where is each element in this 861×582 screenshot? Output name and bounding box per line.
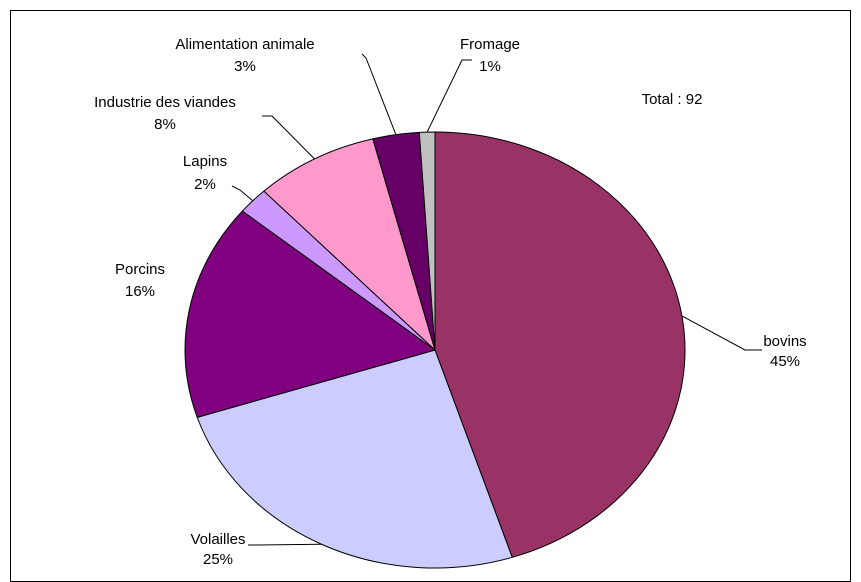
slice-label: Porcins	[115, 261, 165, 278]
slice-value-label: 2%	[194, 176, 216, 193]
leader-line	[361, 53, 397, 135]
slice-value-label: 16%	[125, 283, 155, 300]
slice-label: Volailles	[190, 531, 245, 548]
slice-value-label: 3%	[234, 58, 256, 75]
leader-line	[426, 59, 472, 133]
slice-value-label: 8%	[154, 116, 176, 133]
annotation: Total : 92	[642, 91, 703, 108]
pie-slice	[434, 131, 686, 558]
slice-label: Industrie des viandes	[94, 94, 236, 111]
leader-line	[248, 543, 322, 546]
slice-label: Fromage	[460, 36, 520, 53]
leader-line	[262, 115, 315, 160]
pie-slice	[196, 349, 513, 569]
slice-value-label: 25%	[203, 551, 233, 568]
slice-value-label: 1%	[479, 58, 501, 75]
leader-line	[681, 315, 762, 351]
slice-label: Lapins	[183, 153, 227, 170]
slice-value-label: 45%	[770, 353, 800, 370]
leader-line	[231, 185, 254, 202]
slice-label: bovins	[763, 333, 806, 350]
pie-slice	[184, 210, 437, 418]
slice-label: Alimentation animale	[175, 36, 314, 53]
pie-slice	[263, 138, 436, 352]
